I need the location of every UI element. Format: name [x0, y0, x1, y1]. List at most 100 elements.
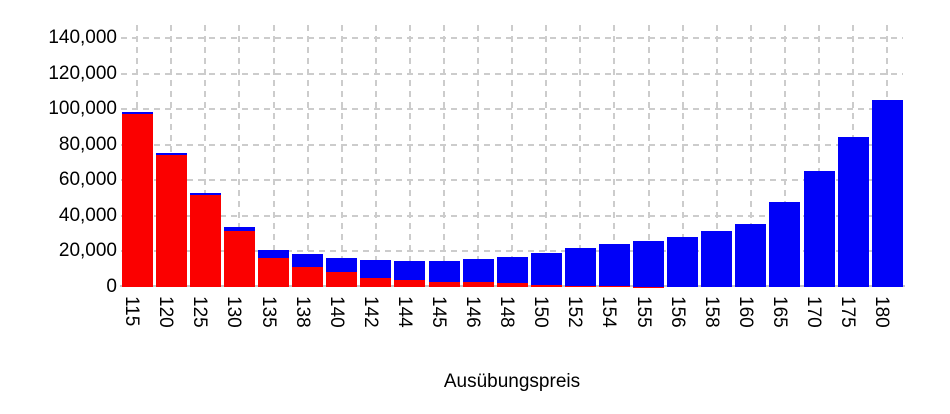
x-tick-label: 130 [223, 296, 245, 328]
bar-segment-red [564, 285, 596, 287]
bar-segment-red [121, 113, 153, 287]
y-tick-label: 80,000 [58, 133, 117, 155]
x-tick-label: 138 [291, 296, 313, 328]
bar-segment-red [292, 266, 324, 287]
x-tick-label: 158 [700, 296, 722, 328]
bar-135 [258, 250, 290, 287]
x-tick-label: 156 [666, 296, 688, 328]
y-tick-label: 120,000 [48, 62, 117, 84]
bar-130 [223, 227, 255, 287]
bar-segment-blue [530, 252, 562, 286]
x-tick-label: 150 [530, 296, 552, 328]
bar-segment-red [428, 281, 460, 287]
y-tick-label: 20,000 [58, 240, 117, 262]
x-tick-label: 152 [564, 296, 586, 328]
x-tick-label: 146 [462, 296, 484, 328]
bar-segment-blue [803, 171, 835, 287]
bar-segment-blue [360, 259, 392, 278]
y-tick-label: 100,000 [48, 98, 117, 120]
bar-segment-blue [155, 153, 187, 156]
v-gridline [783, 25, 786, 287]
x-tick-label: 120 [155, 296, 177, 328]
bar-segment-red [189, 195, 221, 287]
y-tick-label: 60,000 [58, 169, 117, 191]
bar-segment-blue [394, 261, 426, 281]
bar-115 [121, 111, 153, 287]
bar-140 [326, 258, 358, 287]
v-gridline [340, 25, 343, 287]
v-gridline [647, 25, 650, 287]
bar-segment-red [496, 283, 528, 287]
bar-segment-blue [292, 254, 324, 267]
bar-146 [462, 259, 494, 287]
v-gridline [545, 25, 548, 287]
bar-165 [769, 201, 801, 287]
x-tick-label: 145 [428, 296, 450, 328]
x-tick-label: 154 [598, 296, 620, 328]
x-axis-title: Ausübungspreis [443, 371, 581, 392]
v-gridline [238, 25, 241, 287]
bar-segment-blue [837, 136, 869, 287]
v-gridline [681, 25, 684, 287]
bar-segment-red [360, 277, 392, 287]
v-gridline [374, 25, 377, 287]
plot-area [120, 25, 905, 287]
bar-segment-red [462, 282, 494, 287]
x-tick-label: 165 [768, 296, 790, 328]
bar-152 [564, 248, 596, 287]
bar-segment-blue [189, 193, 221, 196]
x-tick-label: 155 [632, 296, 654, 328]
x-tick-label: 115 [121, 296, 143, 327]
bar-segment-blue [428, 261, 460, 282]
bar-segment-red [258, 258, 290, 287]
v-gridline [818, 25, 821, 287]
bar-142 [360, 259, 392, 287]
bar-175 [837, 136, 869, 287]
v-gridline [579, 25, 582, 287]
bar-170 [803, 171, 835, 287]
v-gridline [613, 25, 616, 287]
bar-segment-blue [735, 224, 767, 287]
bar-segment-blue [496, 256, 528, 284]
bar-138 [292, 254, 324, 287]
v-gridline [511, 25, 514, 287]
y-tick-label: 0 [106, 276, 117, 297]
bar-segment-blue [667, 236, 699, 287]
bar-156 [667, 236, 699, 287]
bar-segment-red [530, 285, 562, 287]
bar-segment-red [326, 272, 358, 287]
v-gridline [408, 25, 411, 287]
bar-segment-blue [258, 250, 290, 259]
v-gridline [715, 25, 718, 287]
x-tick-label: 142 [359, 296, 381, 328]
bar-150 [530, 252, 562, 287]
bar-segment-blue [462, 259, 494, 283]
bar-segment-red [223, 231, 255, 287]
bar-segment-blue [326, 258, 358, 273]
bar-144 [394, 261, 426, 287]
x-tick-label: 148 [496, 296, 518, 328]
bar-segment-blue [564, 248, 596, 286]
x-tick-label: 170 [803, 296, 825, 328]
x-tick-label: 175 [837, 296, 859, 328]
x-tick-label: 140 [325, 296, 347, 328]
v-gridline [443, 25, 446, 287]
bar-segment-blue [121, 111, 153, 114]
v-gridline [272, 25, 275, 287]
bar-145 [428, 261, 460, 287]
bar-120 [155, 153, 187, 287]
bar-segment-blue [633, 241, 665, 287]
bar-segment-blue [598, 243, 630, 287]
x-tick-label: 144 [393, 296, 415, 328]
v-gridline [204, 25, 207, 287]
y-tick-label: 40,000 [58, 204, 117, 226]
bar-segment-blue [223, 227, 255, 232]
bar-125 [189, 193, 221, 287]
bar-segment-red [155, 155, 187, 287]
v-gridline [749, 25, 752, 287]
x-tick-label: 180 [871, 296, 893, 328]
bar-segment-blue [871, 100, 903, 287]
bar-segment-blue [701, 230, 733, 287]
x-tick-label: 160 [734, 296, 756, 328]
